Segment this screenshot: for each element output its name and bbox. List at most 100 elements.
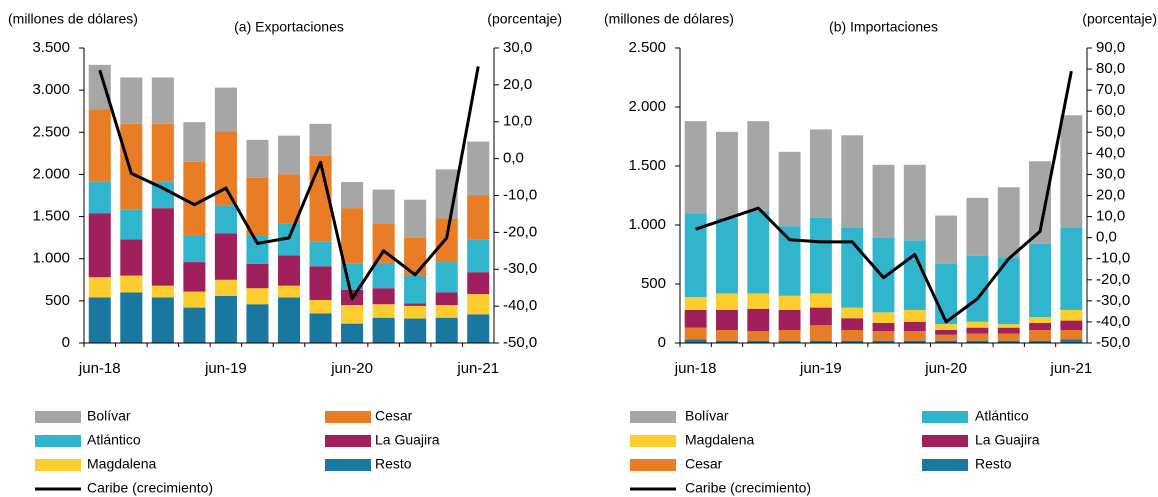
y2-tick-label: 30,0 xyxy=(503,39,532,56)
bar-segment xyxy=(903,309,926,322)
bar-segment xyxy=(404,275,427,304)
bar-segment xyxy=(214,131,237,206)
bar-segment xyxy=(841,318,864,331)
bar-segment xyxy=(997,327,1020,334)
bar-segment xyxy=(903,321,926,332)
bar-segment xyxy=(1029,243,1051,318)
legend-label: Magdalena xyxy=(87,456,156,472)
bar-segment xyxy=(747,121,770,211)
bar-segment xyxy=(183,291,206,308)
bar-segment xyxy=(467,239,490,273)
bar-segment xyxy=(120,239,143,276)
bar-segment xyxy=(214,233,237,280)
bar-segment xyxy=(966,197,989,256)
y2-tick-label: 0,0 xyxy=(503,150,524,167)
legend-swatch xyxy=(922,435,968,447)
bar-segment xyxy=(747,293,770,309)
y-tick-label: 3.000 xyxy=(32,81,70,98)
bar-segment xyxy=(841,135,864,228)
y2-tick-label: 0,0 xyxy=(1096,229,1117,246)
bar-segment xyxy=(151,208,174,286)
bar-segment xyxy=(1060,320,1083,331)
bar-segment xyxy=(467,141,490,196)
bar-segment xyxy=(183,235,206,263)
bar-segment xyxy=(88,297,111,343)
bar-segment xyxy=(88,277,111,298)
bar-segment xyxy=(966,340,989,343)
legend-swatch xyxy=(325,435,371,447)
bar-segment xyxy=(809,307,832,326)
bar-segment xyxy=(809,293,832,308)
bar-segment xyxy=(120,123,143,210)
bar-segment xyxy=(246,235,269,264)
bar-segment xyxy=(309,123,332,156)
bar-segment xyxy=(841,340,864,343)
bar-segment xyxy=(684,213,707,297)
bar-segment xyxy=(935,324,958,331)
y2-tick-label: 80,0 xyxy=(1096,60,1125,77)
bar-segment xyxy=(872,237,895,313)
bar-segment xyxy=(872,164,895,238)
bar-segment xyxy=(684,339,707,343)
bar-segment xyxy=(404,199,427,238)
bar-segment xyxy=(716,340,738,343)
y-tick-label: 1.500 xyxy=(32,208,70,225)
y2-tick-label: 10,0 xyxy=(503,113,532,130)
x-tick-label: jun-20 xyxy=(330,360,373,377)
bar-segment xyxy=(716,217,738,294)
bar-segment xyxy=(1060,339,1083,343)
legend-swatch xyxy=(630,435,676,447)
bar-segment xyxy=(778,295,801,310)
bar-segment xyxy=(151,297,174,343)
legend-label: Atlántico xyxy=(975,408,1029,424)
bar-segment xyxy=(372,317,395,343)
y2-axis-label: (porcentaje) xyxy=(1082,11,1157,27)
y-tick-label: 2.000 xyxy=(628,98,666,115)
bar-segment xyxy=(309,266,332,301)
bar-segment xyxy=(903,240,926,310)
bar-segment xyxy=(809,340,832,343)
bar-segment xyxy=(809,325,832,341)
y-tick-label: 2.000 xyxy=(32,165,70,182)
bar-segment xyxy=(778,226,801,296)
bar-segment xyxy=(684,296,707,310)
bar-segment xyxy=(183,161,206,236)
bar-segment xyxy=(372,262,395,289)
bar-segment xyxy=(404,318,427,343)
bar-segment xyxy=(372,189,395,224)
y-tick-label: 500 xyxy=(641,275,666,292)
chart-title: (a) Exportaciones xyxy=(234,19,344,35)
bar-segment xyxy=(684,327,707,340)
y2-tick-label: 10,0 xyxy=(1096,208,1125,225)
bar-segment xyxy=(1060,115,1083,228)
y2-tick-label: 70,0 xyxy=(1096,81,1125,98)
legend-swatch xyxy=(325,411,371,423)
bar-segment xyxy=(214,205,237,234)
legend-label: Bolívar xyxy=(685,408,729,424)
bar-segment xyxy=(435,305,458,318)
line-series xyxy=(98,66,480,301)
legend-label: Bolívar xyxy=(87,408,131,424)
bar-segment xyxy=(277,285,301,298)
bar-segment xyxy=(997,258,1020,325)
legend-swatch xyxy=(325,459,371,471)
legend-label: Caribe (crecimiento) xyxy=(685,480,811,496)
bar-segment xyxy=(1029,340,1051,343)
legend-swatch xyxy=(922,459,968,471)
bar-segment xyxy=(716,293,738,310)
bar-segment xyxy=(88,109,111,182)
y-tick-label: 500 xyxy=(45,292,70,309)
bar-segment xyxy=(1029,330,1051,341)
x-tick-label: jun-19 xyxy=(799,360,842,377)
y-axis-label: (millones de dólares) xyxy=(8,11,138,27)
bar-segment xyxy=(1029,161,1051,244)
y-tick-label: 2.500 xyxy=(32,123,70,140)
bar-segment xyxy=(747,210,770,294)
bar-segment xyxy=(151,285,174,298)
bar-segment xyxy=(747,340,770,343)
bar-segment xyxy=(183,122,206,162)
bar-segment xyxy=(997,324,1020,328)
legend-label: Resto xyxy=(375,456,412,472)
bar-segment xyxy=(935,215,958,264)
